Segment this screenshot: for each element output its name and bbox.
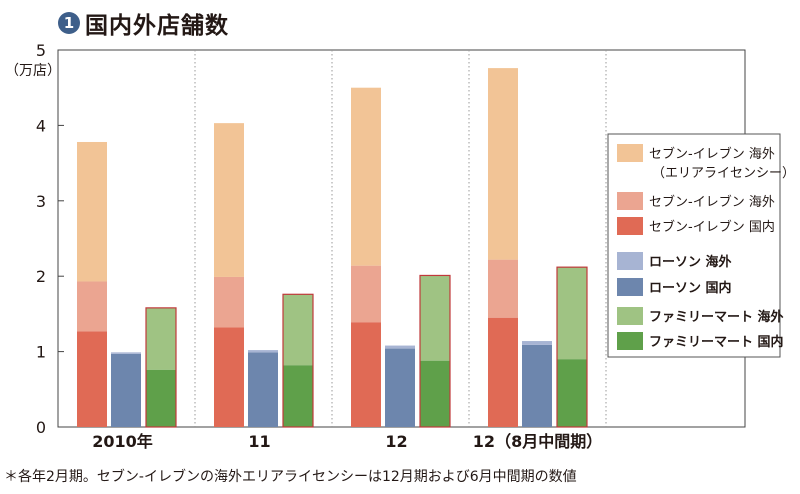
legend-swatch bbox=[617, 252, 643, 270]
legend-label: ファミリーマート 国内 bbox=[649, 334, 784, 350]
legend-label: セブン-イレブン 海外 bbox=[649, 194, 775, 210]
bar-segment bbox=[420, 275, 450, 361]
bar-segment bbox=[385, 345, 415, 349]
legend-swatch bbox=[617, 192, 643, 210]
x-tick-label: 12（8月中間期） bbox=[473, 432, 602, 451]
y-tick-label: 3 bbox=[36, 192, 46, 211]
bar-segment bbox=[283, 365, 313, 427]
legend-label: ローソン 国内 bbox=[649, 280, 732, 296]
legend-label: ローソン 海外 bbox=[649, 254, 732, 270]
bar-segment bbox=[248, 350, 278, 353]
legend-swatch bbox=[617, 278, 643, 296]
bar-segment bbox=[77, 141, 107, 282]
bar-segment bbox=[77, 331, 107, 427]
bar-outline bbox=[556, 266, 588, 428]
y-tick-label: 2 bbox=[36, 267, 46, 286]
bar-segment bbox=[488, 259, 518, 318]
bar-segment bbox=[283, 294, 313, 366]
legend-label: セブン-イレブン 海外 bbox=[649, 146, 775, 162]
bar-outline bbox=[419, 274, 451, 428]
y-tick-label: 1 bbox=[36, 343, 46, 362]
title-text: 国内外店舗数 bbox=[85, 13, 229, 39]
title-number-badge: 1 bbox=[58, 12, 80, 34]
legend-swatch bbox=[617, 217, 643, 235]
bar-segment bbox=[214, 276, 244, 328]
x-tick-label: 12 bbox=[385, 432, 407, 451]
bar-segment bbox=[111, 353, 141, 427]
x-tick-label: 11 bbox=[248, 432, 270, 451]
bar-segment bbox=[522, 341, 552, 345]
bar-segment bbox=[77, 281, 107, 332]
bar-segment bbox=[146, 369, 176, 427]
bar-outline bbox=[145, 307, 177, 428]
bar-segment bbox=[557, 359, 587, 427]
bar-segment bbox=[146, 307, 176, 370]
y-tick-label: 0 bbox=[36, 418, 46, 437]
bar-segment bbox=[557, 267, 587, 360]
chart-title: 1 国内外店舗数 bbox=[58, 8, 229, 39]
bar-segment bbox=[420, 360, 450, 427]
bar-segment bbox=[522, 344, 552, 427]
bar-segment bbox=[351, 322, 381, 427]
bar-segment bbox=[488, 68, 518, 260]
legend-swatch bbox=[617, 307, 643, 325]
bar-segment bbox=[351, 265, 381, 323]
legend-label: ファミリーマート 海外 bbox=[649, 309, 784, 325]
legend-swatch bbox=[617, 332, 643, 350]
bar-segment bbox=[214, 327, 244, 427]
bar-segment bbox=[385, 348, 415, 427]
footnote: ＊各年2月期。セブン-イレブンの海外エリアライセンシーは12月期および6月中間期… bbox=[4, 469, 577, 485]
y-axis-unit-label: （万店） bbox=[5, 63, 61, 79]
bar-outline bbox=[282, 293, 314, 428]
bar-segment bbox=[488, 317, 518, 427]
bar-segment bbox=[111, 352, 141, 354]
y-tick-label: 4 bbox=[36, 116, 46, 135]
bar-segment bbox=[351, 87, 381, 266]
bar-segment bbox=[214, 123, 244, 277]
y-tick-label: 5 bbox=[36, 41, 46, 60]
legend-label: セブン-イレブン 国内 bbox=[649, 219, 775, 235]
x-tick-label: 2010年 bbox=[92, 432, 153, 451]
bar-segment bbox=[248, 352, 278, 427]
legend-sublabel: （エリアライセンシー） bbox=[652, 166, 795, 181]
legend-swatch bbox=[617, 144, 643, 162]
